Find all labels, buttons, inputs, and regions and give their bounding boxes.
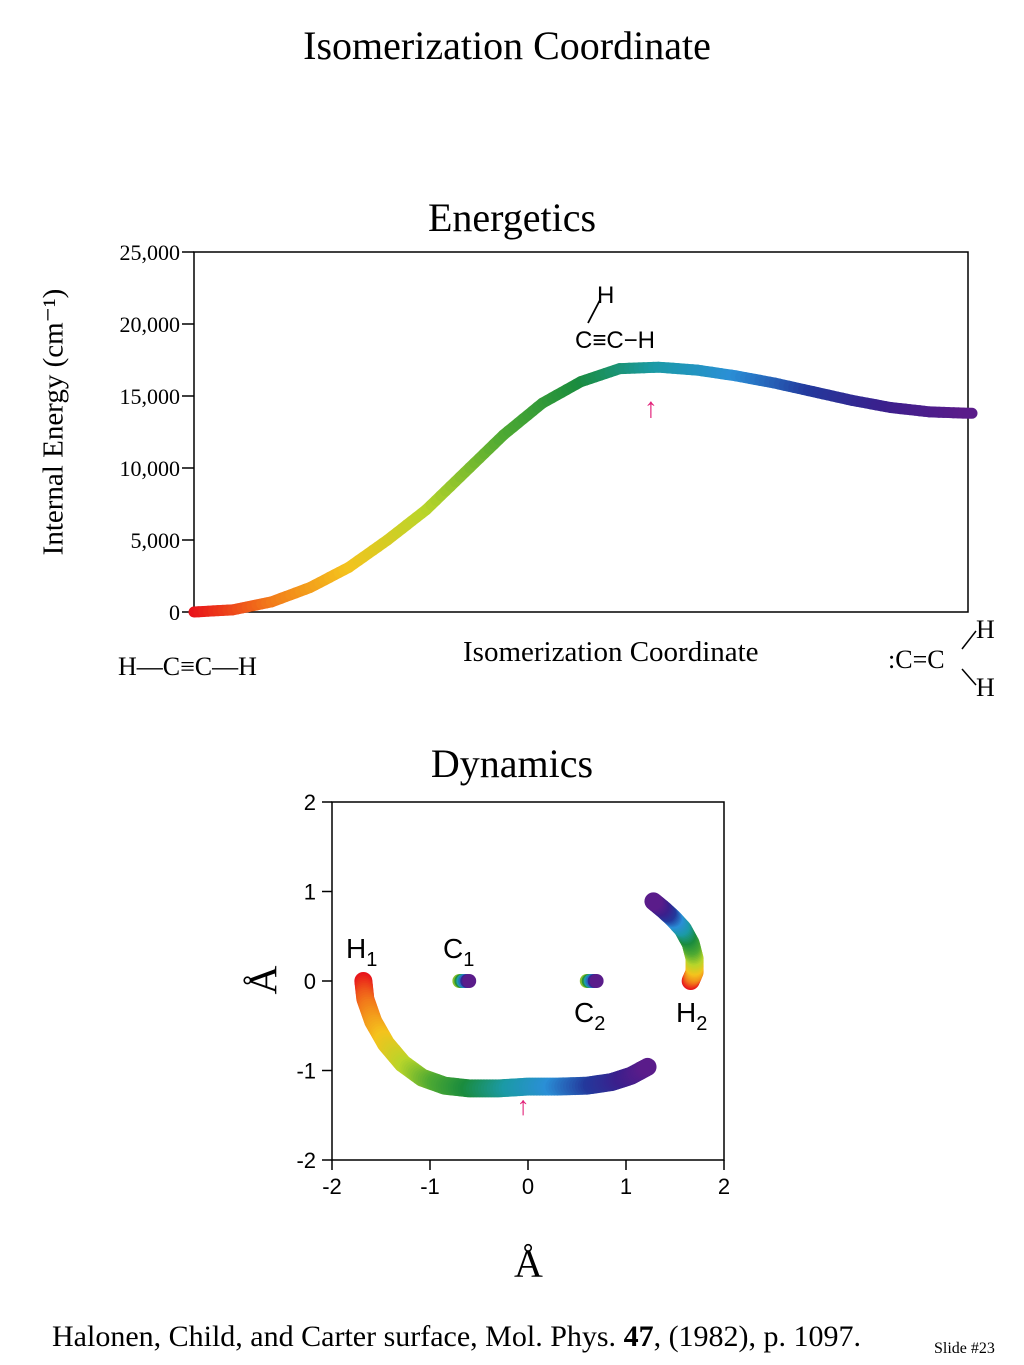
energetics-plot-frame bbox=[193, 251, 969, 613]
dynamics-y-tick-label: -2 bbox=[296, 1148, 316, 1173]
dynamics-trajectories bbox=[354, 892, 704, 1098]
energetics-annotations: ↑ bbox=[644, 392, 658, 423]
energetics-y-tick-label: 10,000 bbox=[120, 456, 181, 481]
atom-label-c1: C1 bbox=[443, 933, 474, 971]
energetics-y-axis: 0 5,000 10,000 15,000 20,000 25,000 bbox=[120, 240, 194, 625]
energetics-y-tick-label: 5,000 bbox=[131, 528, 181, 553]
citation-volume: 47 bbox=[623, 1320, 654, 1353]
energetics-title: Energetics bbox=[427, 195, 597, 240]
dynamics-y-tick-label: 2 bbox=[304, 790, 316, 815]
vinylidene-h-top: H bbox=[976, 615, 995, 644]
vinylidene-cc: :C=C bbox=[888, 645, 945, 674]
trajectory-point-h1 bbox=[638, 1057, 657, 1076]
dynamics-x-tick-label: -1 bbox=[420, 1174, 440, 1199]
slide-title: Isomerization Coordinate bbox=[303, 23, 711, 68]
energetics-y-tick-label: 20,000 bbox=[120, 312, 181, 337]
energetics-y-tick-label: 15,000 bbox=[120, 384, 181, 409]
energetics-energy-curve bbox=[188, 361, 978, 618]
dynamics-y-tick-label: 1 bbox=[304, 880, 316, 905]
energetics-x-axis-label: Isomerization Coordinate bbox=[463, 636, 759, 668]
energetics-saddle-arrow: ↑ bbox=[644, 392, 658, 423]
atom-label-h2: H2 bbox=[676, 997, 707, 1035]
acetylene-molecule: H—C≡C—H bbox=[118, 652, 257, 681]
saddle-molecule-h: H bbox=[597, 282, 614, 309]
dynamics-y-tick-label: 0 bbox=[304, 969, 316, 994]
citation-text-post: , (1982), p. 1097. bbox=[653, 1320, 862, 1353]
dynamics-y-axis-label: Å bbox=[240, 965, 286, 995]
saddle-point-molecule: H C≡C−H bbox=[575, 282, 655, 354]
dynamics-x-axis-label: Å bbox=[514, 1241, 543, 1286]
trajectory-point-c1 bbox=[462, 974, 477, 988]
vinylidene-molecule: :C=C H H bbox=[888, 615, 1018, 707]
energetics-y-axis-label: Internal Energy (cm⁻¹) bbox=[37, 288, 70, 556]
vinylidene-h-bottom: H bbox=[976, 673, 995, 702]
slide-number: Slide #23 bbox=[934, 1340, 995, 1357]
dynamics-y-tick-label: -1 bbox=[296, 1059, 316, 1084]
saddle-molecule-ccH: C≡C−H bbox=[575, 327, 655, 354]
dynamics-axes: -2 -1 0 1 2 -2 -1 0 1 2 bbox=[296, 790, 730, 1199]
vinylidene-bonds bbox=[961, 630, 977, 686]
citation: Halonen, Child, and Carter surface, Mol.… bbox=[52, 1320, 861, 1354]
dynamics-chart: -2 -1 0 1 2 -2 -1 0 1 2 H1 C1 C2 H2 ↑ bbox=[296, 790, 730, 1199]
dynamics-atom-labels: H1 C1 C2 H2 bbox=[346, 933, 707, 1035]
dynamics-x-tick-label: 2 bbox=[718, 1174, 730, 1199]
trajectory-point-c2 bbox=[589, 974, 604, 988]
dynamics-x-tick-label: 1 bbox=[620, 1174, 632, 1199]
energetics-y-tick-label: 25,000 bbox=[120, 240, 181, 265]
dynamics-title: Dynamics bbox=[430, 741, 594, 786]
dynamics-x-tick-label: -2 bbox=[322, 1174, 342, 1199]
dynamics-annotations: ↑ bbox=[517, 1091, 530, 1121]
atom-label-h1: H1 bbox=[346, 933, 377, 971]
citation-text-pre: Halonen, Child, and Carter surface, Mol.… bbox=[52, 1320, 624, 1353]
dynamics-saddle-arrow: ↑ bbox=[517, 1091, 530, 1121]
atom-label-c2: C2 bbox=[574, 997, 605, 1035]
energetics-y-tick-label: 0 bbox=[169, 600, 180, 625]
dynamics-x-tick-label: 0 bbox=[522, 1174, 534, 1199]
trajectory-point-h2 bbox=[644, 892, 663, 911]
energetics-chart: 0 5,000 10,000 15,000 20,000 25,000 ↑ H C≡C−H bbox=[120, 240, 978, 625]
